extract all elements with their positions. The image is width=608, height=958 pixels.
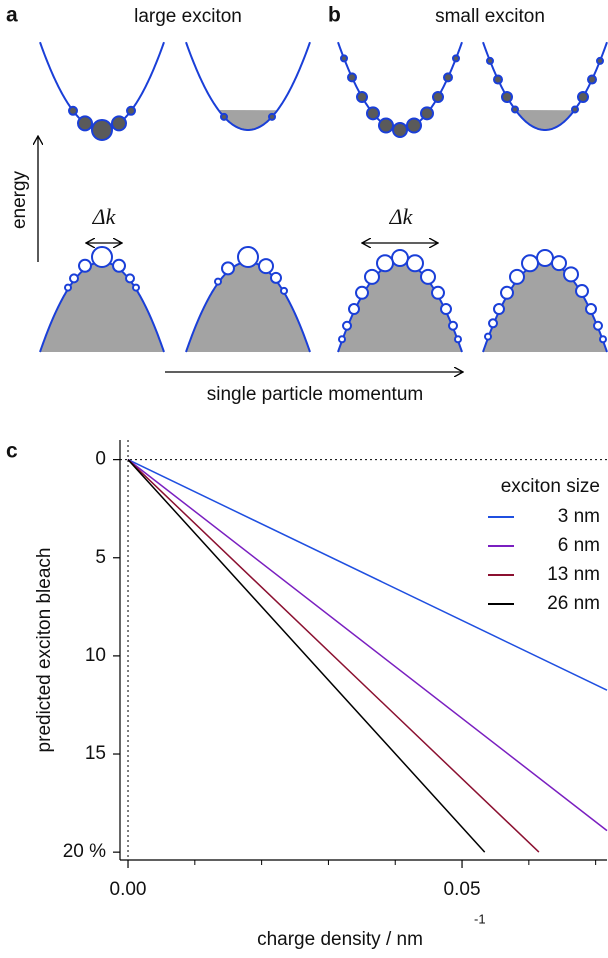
occupation: [563, 266, 579, 283]
occupation: [577, 91, 589, 104]
occupation: [356, 91, 368, 104]
occupation: [575, 284, 589, 299]
legend-label: 26 nm: [547, 593, 600, 614]
x-tick-label: 0.00: [110, 879, 147, 900]
occupation: [78, 258, 92, 273]
occupation: [420, 106, 434, 121]
panel-label: b: [328, 4, 341, 27]
occupation: [587, 74, 597, 85]
occupation: [406, 254, 424, 273]
legend-label: 3 nm: [558, 506, 600, 527]
panel-label: c: [6, 440, 18, 463]
occupation: [348, 303, 360, 316]
occupation: [509, 268, 525, 285]
conduction-band: [482, 41, 608, 131]
axis-label: single particle momentum: [207, 384, 423, 405]
occupation: [132, 283, 140, 292]
series-line: [127, 459, 486, 853]
occupation: [340, 54, 348, 63]
y-tick-label: 10: [85, 645, 106, 666]
occupation: [593, 320, 603, 331]
occupation: [432, 91, 444, 104]
occupation: [68, 105, 78, 116]
conduction-band: [337, 41, 463, 131]
occupation: [237, 246, 259, 268]
occupation: [448, 320, 458, 331]
occupation: [342, 320, 352, 331]
axis-label: energy: [9, 170, 30, 229]
x-axis-label: charge density / nm: [257, 929, 423, 950]
occupation: [355, 285, 369, 300]
occupation: [420, 268, 436, 285]
occupation: [596, 56, 604, 65]
occupation: [571, 105, 579, 114]
panel-label: a: [6, 4, 18, 27]
occupation: [392, 122, 408, 138]
series-line: [127, 459, 608, 832]
occupation: [77, 115, 93, 132]
occupation: [214, 277, 222, 286]
occupation: [347, 72, 357, 83]
occupation: [378, 117, 394, 134]
occupation: [258, 258, 274, 275]
occupation: [443, 72, 453, 83]
x-tick-label: 0.05: [444, 879, 481, 900]
occupation: [69, 273, 79, 284]
diagram: [39, 41, 608, 353]
occupation: [268, 112, 276, 121]
occupation: [364, 268, 380, 285]
occupation: [111, 115, 127, 132]
occupation: [521, 254, 539, 273]
y-tick-label: 5: [95, 547, 106, 568]
occupation: [376, 254, 394, 273]
legend-label: 6 nm: [558, 535, 600, 556]
delta-k: Δk: [389, 204, 414, 229]
occupation: [406, 117, 422, 134]
delta-k: Δk: [92, 204, 117, 229]
occupation: [452, 54, 460, 63]
occupation: [585, 303, 597, 316]
y-axis-label: predicted exciton bleach: [34, 548, 55, 753]
occupation: [220, 112, 228, 121]
occupation: [488, 318, 498, 329]
occupation: [511, 105, 519, 114]
y-tick-label: 0: [95, 449, 106, 470]
y-tick-label: 20 %: [63, 841, 106, 862]
panel-title: small exciton: [435, 6, 545, 27]
occupation: [112, 258, 126, 273]
occupation: [125, 273, 135, 284]
y-tick-label: 15: [85, 743, 106, 764]
occupation: [221, 261, 235, 276]
occupation: [91, 119, 113, 141]
occupation: [366, 106, 380, 121]
conduction-band: [185, 41, 311, 131]
series-line: [127, 459, 540, 853]
conduction-band: [39, 41, 165, 131]
occupation: [493, 74, 503, 85]
occupation: [493, 303, 505, 316]
occupation: [64, 283, 72, 292]
occupation: [126, 105, 136, 116]
x-axis-label-sup: -1: [474, 911, 486, 926]
occupation: [551, 255, 567, 272]
occupation: [536, 249, 554, 267]
legend-title: exciton size: [501, 476, 600, 497]
legend-label: 13 nm: [547, 564, 600, 585]
occupation: [270, 271, 282, 284]
panel-title: large exciton: [134, 6, 242, 27]
occupation: [486, 56, 494, 65]
occupation: [501, 91, 513, 104]
occupation: [391, 249, 409, 267]
occupation: [599, 335, 607, 344]
occupation: [91, 246, 113, 268]
occupation: [454, 335, 462, 344]
occupation: [440, 303, 452, 316]
occupation: [338, 335, 346, 344]
series-line: [127, 458, 608, 691]
occupation: [500, 285, 514, 300]
occupation: [431, 285, 445, 300]
occupation: [484, 332, 492, 341]
occupation: [280, 286, 288, 295]
